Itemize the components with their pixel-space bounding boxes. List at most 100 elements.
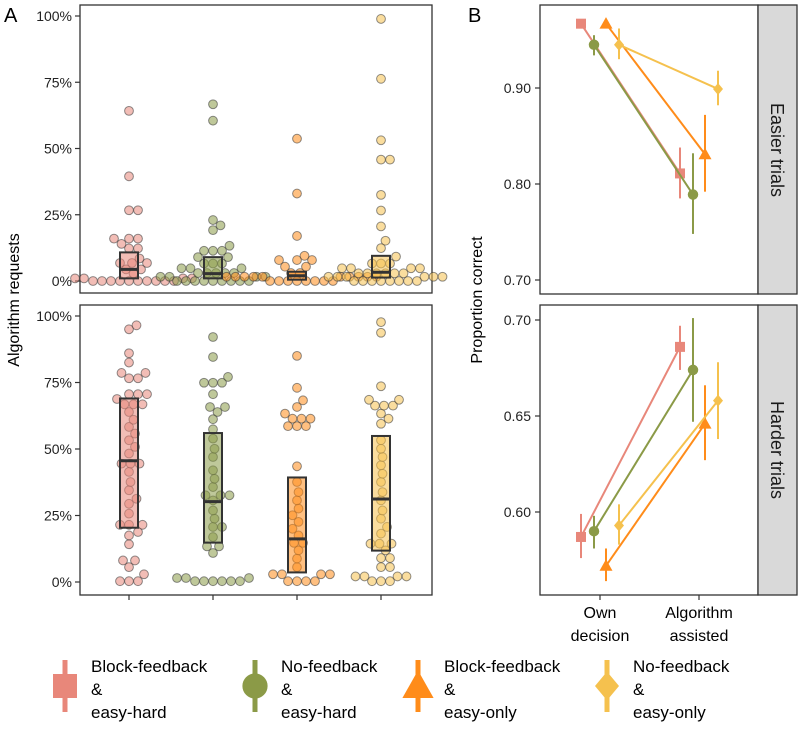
data-point [109,233,119,244]
data-point [274,276,284,286]
data-point [383,413,394,424]
legend-label: easy-hard [91,703,167,722]
data-point-circle [687,189,699,200]
data-point [412,276,422,286]
data-point [124,105,134,116]
data-point [376,189,386,200]
data-point [124,324,134,335]
y-tick-label: 75% [44,74,72,90]
legend-circle-icon [242,673,268,699]
data-point [176,263,187,274]
data-point [208,245,218,256]
y-axis-title-a: Algorithm requests [6,233,23,366]
data-point [124,348,134,359]
data-point [370,400,380,411]
data-point [208,99,218,110]
data-point [292,382,302,393]
box [119,397,139,529]
data-point [376,205,386,216]
data-point [362,268,373,279]
data-point [124,539,134,550]
data-point [376,135,386,146]
data-point [401,571,412,582]
data-point [296,413,307,424]
data-point [208,332,218,342]
series-line [593,369,694,532]
y-tick-label: 0.80 [504,176,531,192]
y-tick-label: 75% [44,375,72,391]
legend-label: Block-feedback [444,657,561,676]
x-tick-label: Own [584,605,617,622]
series-line [605,423,706,567]
legend-diamond-icon [595,671,619,701]
data-point [316,569,326,580]
data-point [199,576,209,587]
data-point [332,271,343,282]
y-tick-label: 25% [44,508,72,524]
legend-item: No-feedback & easy-only [595,657,730,722]
facet-strip [757,304,798,596]
data-point [140,368,151,378]
data-point [142,389,152,400]
data-point [226,576,236,587]
data-point [224,490,235,501]
data-point [193,268,203,278]
data-point [292,351,302,361]
data-point [287,413,298,424]
data-point-diamond [713,394,723,407]
data-point [298,395,308,406]
data-point [292,576,302,587]
panel-label-a: A [4,5,18,27]
data-point [217,576,227,587]
data-point [88,276,98,286]
data-point [292,188,302,199]
data-point [193,252,203,263]
data-point [124,233,134,244]
data-point [376,408,386,419]
y-tick-label: 50% [44,141,72,157]
data-point [380,235,391,246]
facet-strip [757,4,798,295]
data-point [199,245,209,256]
data-point [385,553,395,563]
data-point [124,562,134,573]
data-point [116,239,127,249]
data-point [310,576,320,587]
data-point [389,268,400,279]
data-point [350,571,361,582]
data-point [224,240,235,251]
data-point [394,394,404,405]
y-tick-label: 0.65 [504,408,531,424]
legend: Block-feedback & easy-hard No-feedback & easy… [53,657,730,722]
panel-label-b: B [468,5,481,27]
data-point [190,576,200,587]
legend-label: No-feedback [633,657,730,676]
data-point [419,271,430,282]
series-line [593,44,694,196]
data-point [124,530,134,541]
y-axis-title-b: Proportion correct [469,236,486,364]
data-point [208,215,218,225]
data-point [325,569,335,580]
legend-item: Block-feedback & easy-only [402,657,561,722]
data-point [223,252,233,263]
box [203,432,223,544]
data-point [124,389,134,400]
data-point [124,357,134,368]
data-point-diamond [614,38,624,51]
data-point [244,573,254,583]
data-point [301,421,311,432]
data-point [376,73,386,84]
data-point [223,372,233,382]
data-point [376,14,386,24]
data-point [337,263,347,274]
data-point [379,400,389,411]
series-line [618,400,719,527]
data-point [70,273,80,284]
data-point [124,373,134,384]
data-point [220,402,230,412]
data-point [217,245,227,256]
strip-label-easier: Easier trials [767,103,787,197]
data-point-triangle [599,559,613,571]
